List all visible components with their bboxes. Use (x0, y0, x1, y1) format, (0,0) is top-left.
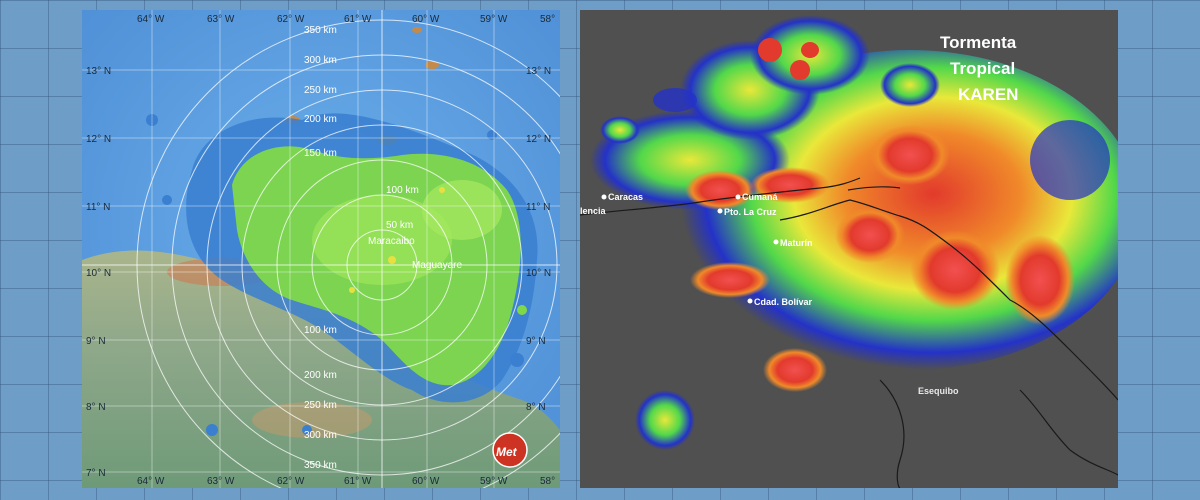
logo-text: Met (496, 445, 518, 459)
lat-label: 8° N (526, 402, 546, 413)
lon-label: 58° (540, 476, 555, 487)
ring-label: 200 km (304, 370, 337, 381)
range-ring-labels-south: 100 km 200 km 250 km 300 km 350 km (304, 325, 337, 471)
lat-lon-grid (82, 10, 560, 488)
city-markers: Caracas lencia Cumaná Pto. La Cruz Matur… (580, 192, 813, 307)
lon-label: 59° W (480, 14, 508, 25)
latitude-labels-right: 13° N 12° N 11° N 10° N 9° N 8° N (526, 66, 551, 413)
lon-label: 58° (540, 14, 555, 25)
lat-label: 10° N (526, 268, 551, 279)
ring-label: 250 km (304, 400, 337, 411)
lat-label: 11° N (86, 202, 110, 213)
lat-label: 9° N (86, 336, 106, 347)
city-dot (601, 194, 607, 200)
lon-label: 63° W (207, 476, 235, 487)
city-label: Maturín (780, 238, 813, 248)
city-dot (717, 208, 723, 214)
title-line: Tormenta (940, 33, 1017, 52)
ring-label: 300 km (304, 55, 337, 66)
highland-area (252, 402, 372, 438)
range-rings (82, 10, 560, 488)
lon-label: 60° W (412, 476, 440, 487)
title-line: Tropical (950, 59, 1015, 78)
satellite-image: Tormenta Tropical KAREN Caracas lencia C… (580, 10, 1118, 488)
lat-label: 12° N (526, 134, 551, 145)
longitude-labels-top: 64° W 63° W 62° W 61° W 60° W 59° W 58° (137, 14, 555, 25)
lat-label: 13° N (526, 66, 551, 77)
lat-label: 9° N (526, 336, 546, 347)
lat-label: 11° N (526, 202, 550, 213)
lon-label: 61° W (344, 14, 372, 25)
island (425, 61, 439, 69)
place-label: Maracaibo (368, 236, 415, 247)
land-mass (82, 250, 560, 488)
lat-label: 13° N (86, 66, 111, 77)
ring-label: 250 km (304, 85, 337, 96)
longitude-labels-bottom: 64° W 63° W 62° W 61° W 60° W 59° W 58° (137, 476, 555, 487)
ring-label: 150 km (304, 148, 337, 159)
ring-label: 350 km (304, 460, 337, 471)
ring-label: 100 km (304, 325, 337, 336)
ring-label: 350 km (304, 25, 337, 36)
lat-label: 10° N (86, 268, 111, 279)
coastlines (580, 177, 1118, 488)
lat-label: 12° N (86, 134, 111, 145)
lon-label: 64° W (137, 14, 165, 25)
lon-label: 63° W (207, 14, 235, 25)
city-dot (735, 194, 741, 200)
city-label: Cdad. Bolívar (754, 297, 813, 307)
latitude-labels-left: 13° N 12° N 11° N 10° N 9° N 8° N 7° N (86, 66, 111, 479)
city-label: Pto. La Cruz (724, 207, 777, 217)
place-label: Maguayare (412, 260, 462, 271)
radar-map-panel: 64° W 63° W 62° W 61° W 60° W 59° W 58° … (82, 10, 560, 488)
storm-title: Tormenta Tropical KAREN (940, 33, 1018, 104)
lon-label: 60° W (412, 14, 440, 25)
lon-label: 59° W (480, 476, 508, 487)
lon-label: 62° W (277, 476, 305, 487)
ring-label: 50 km (386, 220, 413, 231)
lon-label: 61° W (344, 476, 372, 487)
city-dot (773, 239, 779, 245)
title-line: KAREN (958, 85, 1018, 104)
island (412, 27, 422, 33)
cloud-tops (590, 15, 1118, 450)
region-label: Esequibo (918, 386, 959, 396)
range-ring-labels-north: 50 km 100 km 150 km 200 km 250 km 300 km… (304, 25, 419, 231)
satellite-image-panel: Tormenta Tropical KAREN Caracas lencia C… (580, 10, 1118, 488)
lat-label: 8° N (86, 402, 106, 413)
lon-label: 64° W (137, 476, 165, 487)
radar-map: 64° W 63° W 62° W 61° W 60° W 59° W 58° … (82, 10, 560, 488)
lon-label: 62° W (277, 14, 305, 25)
ring-label: 200 km (304, 114, 337, 125)
met-logo: Met (492, 432, 528, 468)
city-dot (747, 298, 753, 304)
city-label: Cumaná (742, 192, 779, 202)
ring-label: 300 km (304, 430, 337, 441)
city-label: Caracas (608, 192, 643, 202)
city-label-partial: lencia (580, 206, 607, 216)
ring-label: 100 km (386, 185, 419, 196)
lat-label: 7° N (86, 468, 106, 479)
